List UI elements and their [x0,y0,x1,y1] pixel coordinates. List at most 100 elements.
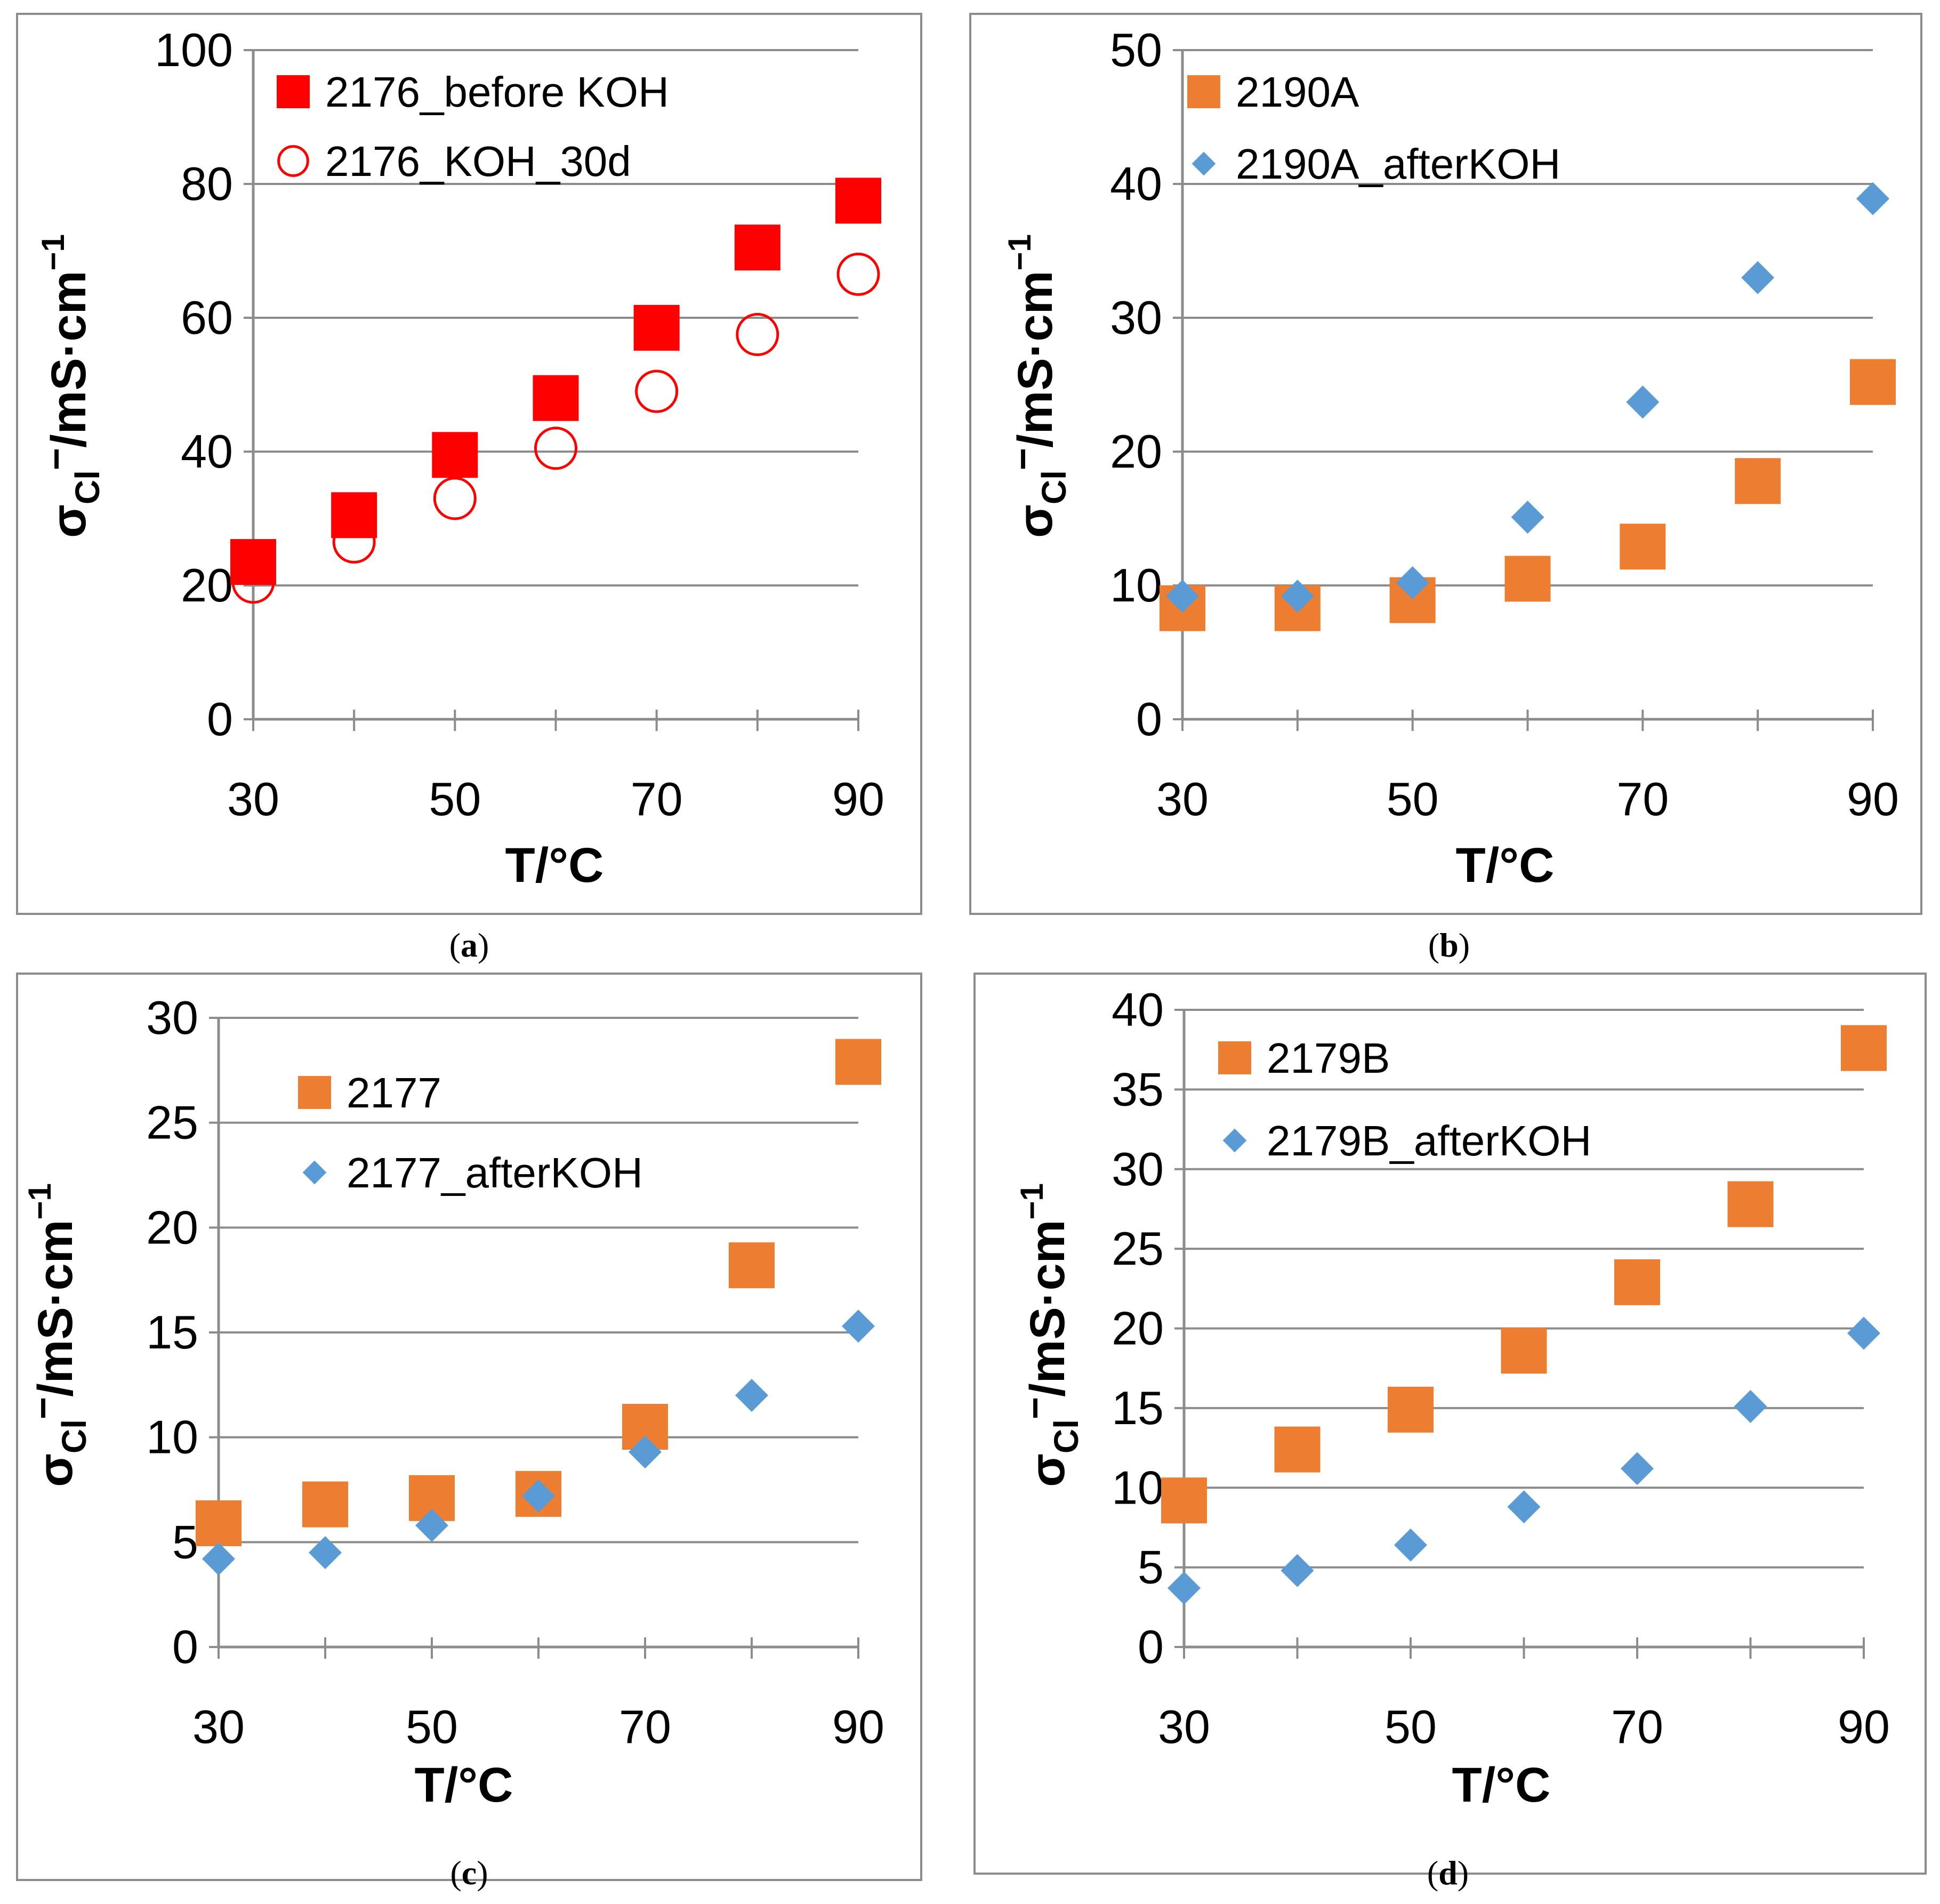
x-tick-label: 50 [1387,773,1439,825]
chart-panel-a: 0 20 40 60 80 100 30 50 70 90 T/°C σCl−/mS·cm−1 2176… [16,13,933,967]
x-tick-label: 70 [1611,1700,1663,1753]
x-axis-title: T/°C [1452,1758,1551,1812]
panel-caption: (c) [450,1854,488,1892]
y-tick-label: 20 [1110,425,1162,478]
y-axis-title: σCl−/mS·cm−1 [35,234,107,538]
data-point [736,312,779,356]
y-tick-label: 30 [146,991,198,1044]
chart-svg-c: 0 5 10 15 20 25 30 30 50 70 90 T/°C σCl−/mS·cm−1 2177… [16,973,922,1892]
legend-marker [1192,151,1216,176]
legend-marker [298,1076,331,1109]
y-tick-label: 5 [172,1515,198,1568]
y-tick-label: 25 [1112,1222,1164,1275]
x-tick-label: 30 [192,1700,245,1753]
panel-caption: (b) [1428,926,1470,964]
y-tick-label: 10 [1112,1461,1164,1514]
data-point [842,1309,875,1343]
x-axis-title: T/°C [505,838,604,893]
y-tick-label: 30 [1112,1143,1164,1195]
x-tick-label: 50 [1384,1700,1437,1753]
data-point [633,304,680,351]
x-tick-label: 90 [832,1700,884,1753]
chart-svg-a: 0 20 40 60 80 100 30 50 70 90 T/°C σCl−/mS·cm−1 2176… [16,13,922,964]
legend-marker [302,1160,327,1185]
data-point [231,560,275,604]
data-point [1161,1477,1207,1524]
data-point [1274,1426,1321,1473]
y-tick-label: 20 [146,1201,198,1254]
x-tick-label: 30 [1156,773,1209,825]
data-point [1501,1328,1547,1374]
legend-label: 2176_before KOH [325,68,669,116]
data-point [1388,1386,1434,1433]
x-tick-label: 70 [631,773,683,825]
y-axis-title: σCl−/mS·cm−1 [22,1183,93,1487]
y-tick-label: 20 [181,559,233,612]
y-tick-label: 100 [155,23,233,76]
data-point [1620,524,1666,570]
data-point [1394,1528,1427,1562]
data-point [729,1242,775,1289]
data-point [1166,580,1199,613]
y-tick-label: 50 [1110,23,1162,76]
y-tick-label: 10 [146,1411,198,1464]
data-point [1621,1452,1654,1485]
data-point [1504,556,1551,602]
y-tick-label: 0 [207,693,233,745]
data-point [835,1039,881,1085]
data-point [835,178,881,224]
y-tick-label: 5 [1138,1541,1164,1594]
data-point [1281,1554,1314,1587]
y-axis-title: σCl−/mS·cm−1 [1002,234,1073,538]
data-point [522,1479,555,1513]
y-tick-label: 15 [1112,1381,1164,1434]
chart-frame [973,973,1927,1875]
panel-caption: (d) [1427,1854,1469,1892]
legend-label: 2190A_afterKOH [1236,140,1560,188]
x-tick-label: 90 [1838,1700,1890,1753]
x-tick-label: 30 [1158,1700,1210,1753]
data-point [202,1542,235,1576]
chart-svg-d: 0 5 10 15 20 25 30 35 40 30 50 70 90 T/°C σCl−/mS·cm−1… [973,973,1927,1892]
x-tick-label: 70 [1616,773,1669,825]
data-point [1511,500,1544,534]
data-point [1168,1571,1201,1605]
x-tick-label: 90 [1847,773,1899,825]
legend-marker [277,75,310,108]
data-point [1507,1490,1541,1524]
x-axis-title: T/°C [1456,838,1555,893]
legend-label: 2179B [1267,1034,1390,1082]
data-point [1847,1316,1880,1350]
data-point [196,1500,242,1546]
legend-label: 2179B_afterKOH [1267,1117,1591,1164]
y-tick-label: 40 [1112,983,1164,1036]
data-point [533,375,579,421]
x-tick-label: 90 [832,773,884,825]
y-axis-title: σCl−/mS·cm−1 [1014,1183,1085,1487]
y-tick-label: 35 [1112,1063,1164,1115]
data-point [1281,580,1314,613]
data-point [534,427,577,470]
y-tick-label: 0 [1138,1620,1164,1673]
y-tick-label: 30 [1110,291,1162,344]
data-point [415,1508,448,1542]
y-tick-label: 60 [181,291,233,344]
legend-label: 2190A [1236,68,1359,116]
x-tick-label: 50 [429,773,481,825]
panel-caption: (a) [449,926,489,964]
y-tick-label: 10 [1110,559,1162,612]
data-point [1626,385,1660,419]
data-point [1614,1259,1660,1305]
data-point [629,1435,662,1469]
legend-marker [1222,1128,1247,1153]
legend-marker [1218,1041,1251,1074]
y-tick-label: 40 [181,425,233,478]
data-point [1734,1389,1767,1423]
data-point [433,477,477,520]
data-point [1727,1181,1774,1227]
y-tick-label: 20 [1112,1302,1164,1355]
y-tick-label: 40 [1110,157,1162,210]
data-point [635,369,679,413]
y-tick-label: 0 [1136,693,1162,745]
data-point [432,432,478,478]
